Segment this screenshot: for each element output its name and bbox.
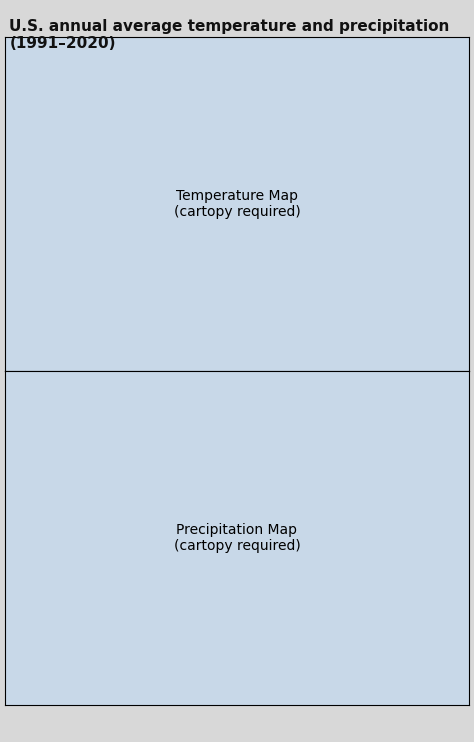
Text: Temperature Map
(cartopy required): Temperature Map (cartopy required) — [173, 189, 301, 219]
Text: Precipitation Map
(cartopy required): Precipitation Map (cartopy required) — [173, 523, 301, 553]
Text: U.S. annual average temperature and precipitation (1991–2020): U.S. annual average temperature and prec… — [9, 19, 450, 51]
